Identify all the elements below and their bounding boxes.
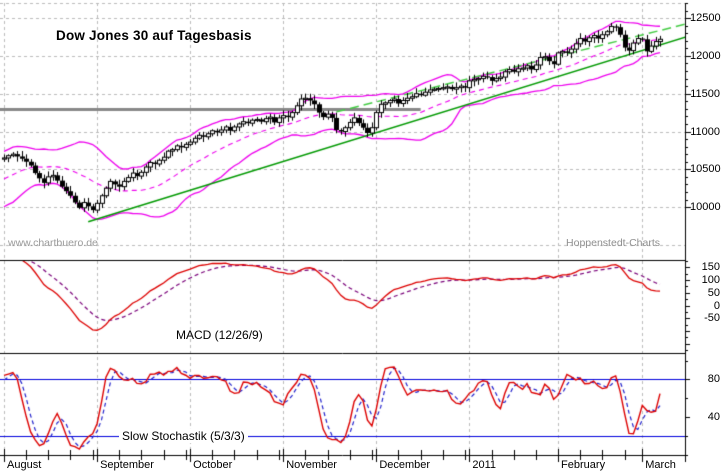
macd-y-tick-label: -50 (704, 312, 720, 325)
watermark-chartbuero: www.chartbuero.de (8, 237, 98, 249)
macd-y-tick-label: 50 (707, 286, 720, 299)
month-label: March (645, 459, 676, 471)
main-y-tick-label: 11000 (690, 125, 720, 138)
main-y-tick-label: 11500 (690, 87, 720, 100)
macd-y-tick-label: 0 (713, 299, 720, 312)
month-label: August (7, 459, 42, 471)
month-label: October (193, 459, 233, 471)
watermark-hoppenstedt: Hoppenstedt-Charts (566, 237, 660, 249)
macd-y-tick-label: 100 (701, 274, 720, 287)
main-y-tick-label: 10500 (690, 163, 721, 176)
month-label: November (286, 459, 337, 471)
main-y-tick-label: 12500 (690, 12, 721, 25)
main-y-tick-label: 12000 (690, 49, 721, 62)
stoch-y-tick-label: 40 (707, 411, 720, 424)
chart-title: Dow Jones 30 auf Tagesbasis (56, 28, 252, 43)
stoch-y-tick-label: 80 (707, 373, 720, 386)
main-y-tick-label: 10000 (690, 201, 721, 214)
month-label: September (100, 459, 154, 471)
macd-y-tick-label: 150 (701, 261, 720, 274)
month-label: December (379, 459, 431, 471)
month-label: February (561, 459, 606, 471)
macd-panel-label: MACD (12/26/9) (176, 328, 263, 342)
month-label: 2011 (472, 459, 497, 471)
stoch-panel-label: Slow Stochastik (5/3/3) (119, 429, 248, 443)
